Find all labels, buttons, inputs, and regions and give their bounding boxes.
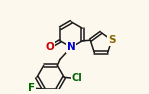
Text: S: S: [108, 35, 115, 45]
Text: Cl: Cl: [71, 73, 82, 83]
Text: F: F: [28, 83, 35, 93]
Text: O: O: [45, 42, 54, 52]
Text: N: N: [67, 42, 76, 52]
